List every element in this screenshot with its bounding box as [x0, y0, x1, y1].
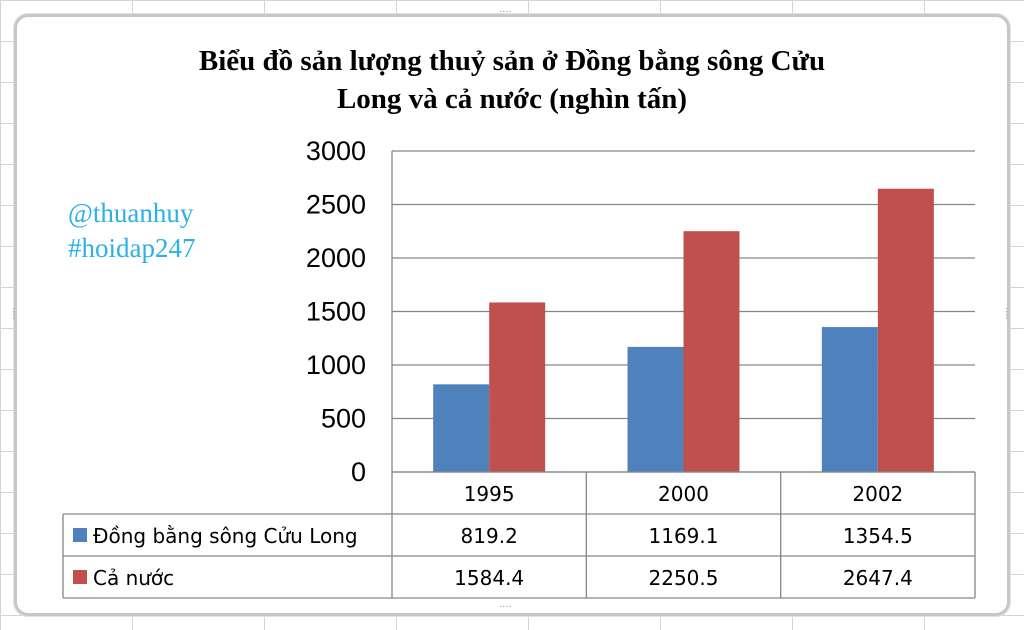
table-value-dbscl-1995: 819.2	[461, 524, 518, 548]
y-tick-label-3000: 3000	[306, 136, 366, 166]
legend-key-dbscl	[73, 528, 87, 542]
watermark-line-1: @thuanhuy	[68, 198, 194, 228]
y-tick-label-2000: 2000	[306, 243, 366, 273]
chart-title-line-1: Biểu đồ sản lượng thuỷ sản ở Đồng bằng s…	[198, 45, 826, 77]
legend-label-dbscl: Đồng bằng sông Cửu Long	[93, 524, 358, 548]
y-tick-label-1000: 1000	[306, 350, 366, 380]
y-tick-label-2500: 2500	[306, 190, 366, 220]
resize-handle-top[interactable]: ····	[499, 7, 512, 18]
legend-key-ca-nuoc	[73, 570, 87, 584]
table-value-dbscl-2002: 1354.5	[843, 524, 913, 548]
table-value-ca-nuoc-1995: 1584.4	[454, 566, 524, 590]
table-header-2002: 2002	[852, 482, 903, 506]
table-header-1995: 1995	[464, 482, 515, 506]
table-header-2000: 2000	[658, 482, 709, 506]
resize-handle-right[interactable]: ····	[1000, 307, 1011, 320]
bar-dbscl-2002	[821, 327, 878, 472]
legend-label-ca-nuoc: Cả nước	[93, 566, 174, 590]
table-value-dbscl-2000: 1169.1	[649, 524, 719, 548]
bar-dbscl-1995	[433, 384, 490, 472]
bar-ca-nuoc-1995	[489, 302, 546, 472]
resize-handle-bottom[interactable]: ····	[499, 602, 512, 613]
chart-title: Biểu đồ sản lượng thuỷ sản ở Đồng bằng s…	[0, 42, 1024, 118]
resize-handle-left[interactable]: ····	[7, 307, 18, 320]
table-value-ca-nuoc-2000: 2250.5	[649, 566, 719, 590]
y-tick-label-0: 0	[351, 457, 366, 487]
watermark-line-2: #hoidap247	[68, 233, 196, 263]
chart-title-line-2: Long và cả nước (nghìn tấn)	[336, 83, 688, 115]
bar-ca-nuoc-2000	[683, 231, 740, 472]
bar-ca-nuoc-2002	[877, 188, 934, 472]
table-value-ca-nuoc-2002: 2647.4	[843, 566, 913, 590]
y-tick-label-500: 500	[321, 404, 366, 434]
y-tick-label-1500: 1500	[306, 297, 366, 327]
bar-dbscl-2000	[627, 346, 684, 472]
